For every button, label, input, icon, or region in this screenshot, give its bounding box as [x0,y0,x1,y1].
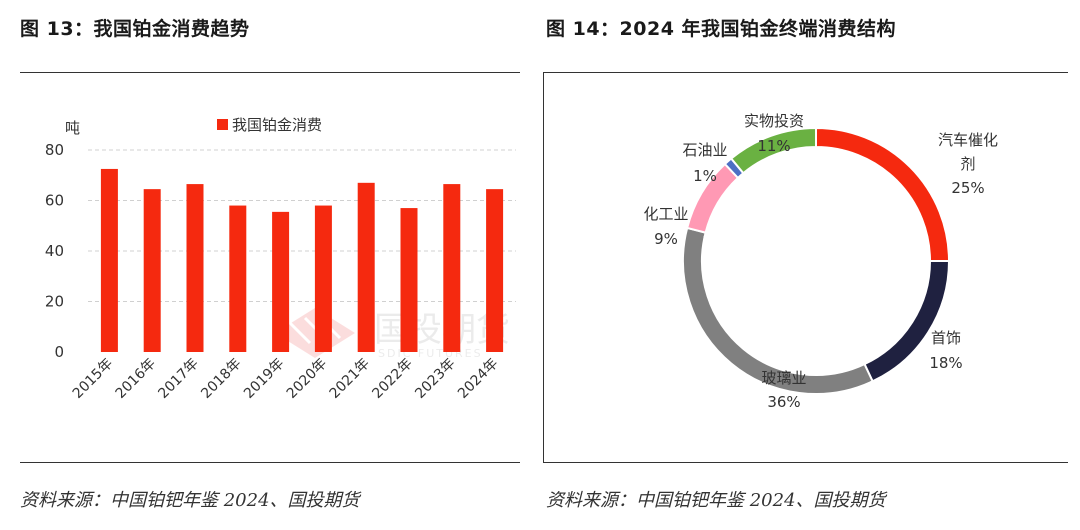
label-auto-catalyst-pct: 25% [951,179,984,197]
legend-label: 我国铂金消费 [232,116,322,134]
label-petroleum-pct: 1% [693,167,717,185]
donut-slice-0 [815,126,951,262]
x-tick-label: 2021年 [327,356,373,402]
y-tick-label: 40 [45,242,64,260]
left-source-note: 资料来源：中国铂钯年鉴 2024、国投期货 [20,490,360,511]
bar-2020年 [314,205,332,352]
bar-2021年 [357,182,375,352]
y-tick-label: 80 [45,141,64,159]
bar-2023年 [443,184,461,352]
x-tick-label: 2017年 [155,356,201,402]
bar-2022年 [400,208,418,352]
x-tick-label: 2018年 [198,356,244,402]
bar-2016年 [143,189,161,352]
label-investment-pct: 11% [757,137,790,155]
x-tick-label: 2024年 [455,356,501,402]
x-tick-label: 2019年 [241,356,287,402]
label-auto-catalyst-line1: 汽车催化 [938,131,998,149]
watermark-logo: 国投期货 SDIC FUTURES [275,308,510,360]
x-tick-label: 2020年 [284,356,330,402]
y-tick-label: 60 [45,192,64,210]
label-jewelry: 首饰 [931,329,961,347]
donut-chart: 汽车催化 剂 25% 首饰 18% 玻璃业 36% 化工业 9% 石油业 1% … [643,112,998,411]
label-glass: 玻璃业 [761,369,806,387]
label-investment: 实物投资 [744,112,804,130]
x-tick-label: 2023年 [412,356,458,402]
right-figure-title: 图 14：2024 年我国铂金终端消费结构 [546,18,897,40]
bar-2024年 [486,189,504,352]
chemical-leader-line [703,220,717,238]
bar-legend: 我国铂金消费 [217,116,322,134]
label-glass-pct: 36% [767,393,800,411]
y-tick-label: 20 [45,293,64,311]
left-figure-title: 图 13：我国铂金消费趋势 [20,18,250,40]
donut-slice-5 [729,126,817,175]
x-tick-label: 2015年 [70,356,116,402]
label-jewelry-pct: 18% [929,354,962,372]
x-tick-label: 2022年 [369,356,415,402]
bar-2015年 [100,168,118,352]
bottom-rule-left [20,462,520,463]
right-source-note: 资料来源：中国铂钯年鉴 2024、国投期货 [546,490,886,511]
y-axis-unit-label: 吨 [65,119,80,137]
bottom-rule-right [544,462,1068,463]
watermark-subtext: SDIC FUTURES [378,347,483,360]
top-rule-right [544,72,1068,73]
bar-2017年 [186,184,204,352]
label-chemical-pct: 9% [654,230,678,248]
top-rule-left [20,72,520,73]
bar-2019年 [272,211,290,352]
center-divider [543,72,544,463]
label-chemical: 化工业 [643,205,688,223]
label-auto-catalyst-line2: 剂 [960,155,975,173]
label-petroleum: 石油业 [682,141,727,159]
x-tick-label: 2016年 [113,356,159,402]
bar-2018年 [229,205,247,352]
legend-swatch [217,119,228,130]
y-tick-label: 0 [54,343,64,361]
